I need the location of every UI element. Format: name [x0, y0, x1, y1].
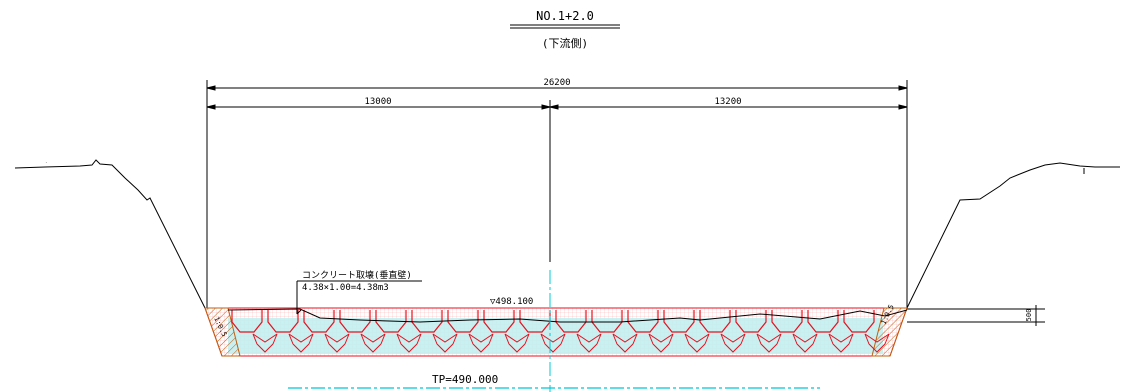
- concrete-block-lower: [504, 333, 530, 353]
- concrete-block-upper: [411, 310, 443, 333]
- station-title: NO.1+2.0: [536, 9, 594, 23]
- concrete-block-lower: [360, 333, 386, 353]
- concrete-block-lower: [576, 333, 602, 353]
- dim-left: 13000: [364, 97, 391, 107]
- concrete-block-upper: [591, 310, 623, 333]
- concrete-block-lower: [684, 333, 710, 353]
- dim-total: 26200: [543, 78, 570, 88]
- concrete-block-upper: [843, 310, 875, 333]
- concrete-block-lower: [468, 333, 494, 353]
- riverbed-line: [227, 308, 908, 323]
- concrete-block-lower: [612, 333, 638, 353]
- concrete-block-upper: [555, 310, 587, 333]
- concrete-block-lower: [324, 333, 350, 353]
- concrete-block-upper: [771, 310, 803, 333]
- dimension-lines: [206, 80, 908, 308]
- concrete-block-upper: [627, 310, 659, 333]
- concrete-block-lower: [828, 333, 854, 353]
- concrete-block-lower: [864, 333, 890, 353]
- concrete-block-upper: [375, 310, 407, 333]
- dim-height: 500: [1025, 309, 1033, 322]
- concrete-block-lower: [756, 333, 782, 353]
- height-dimension: [907, 305, 1045, 326]
- water-level-label: ▽498.100: [490, 297, 533, 307]
- concrete-note-title: コンクリート取壊(垂直壁): [302, 269, 412, 281]
- ground-profile: [14, 159, 1120, 309]
- concrete-block-upper: [663, 310, 695, 333]
- concrete-block-lower: [396, 333, 422, 353]
- concrete-block-lower: [540, 333, 566, 353]
- concrete-note-calc: 4.38×1.00=4.38m3: [302, 283, 389, 293]
- concrete-block-lower: [288, 333, 314, 353]
- dim-right: 13200: [714, 97, 741, 107]
- concrete-note-leader: [296, 280, 422, 315]
- concrete-block-upper: [267, 310, 299, 333]
- concrete-block-upper: [807, 310, 839, 333]
- tp-level-label: TP=490.000: [432, 373, 498, 386]
- concrete-block-upper: [735, 310, 767, 333]
- concrete-block-lower: [252, 333, 278, 353]
- concrete-block-lower: [720, 333, 746, 353]
- concrete-block-upper: [231, 310, 263, 333]
- section-side-label: (下流側): [542, 36, 588, 50]
- concrete-block-lower: [648, 333, 674, 353]
- concrete-block-upper: [303, 310, 335, 333]
- ground-mark-left: .: [45, 159, 47, 164]
- concrete-block-lower: [792, 333, 818, 353]
- concrete-block-lower: [432, 333, 458, 353]
- concrete-block-row: [231, 310, 890, 353]
